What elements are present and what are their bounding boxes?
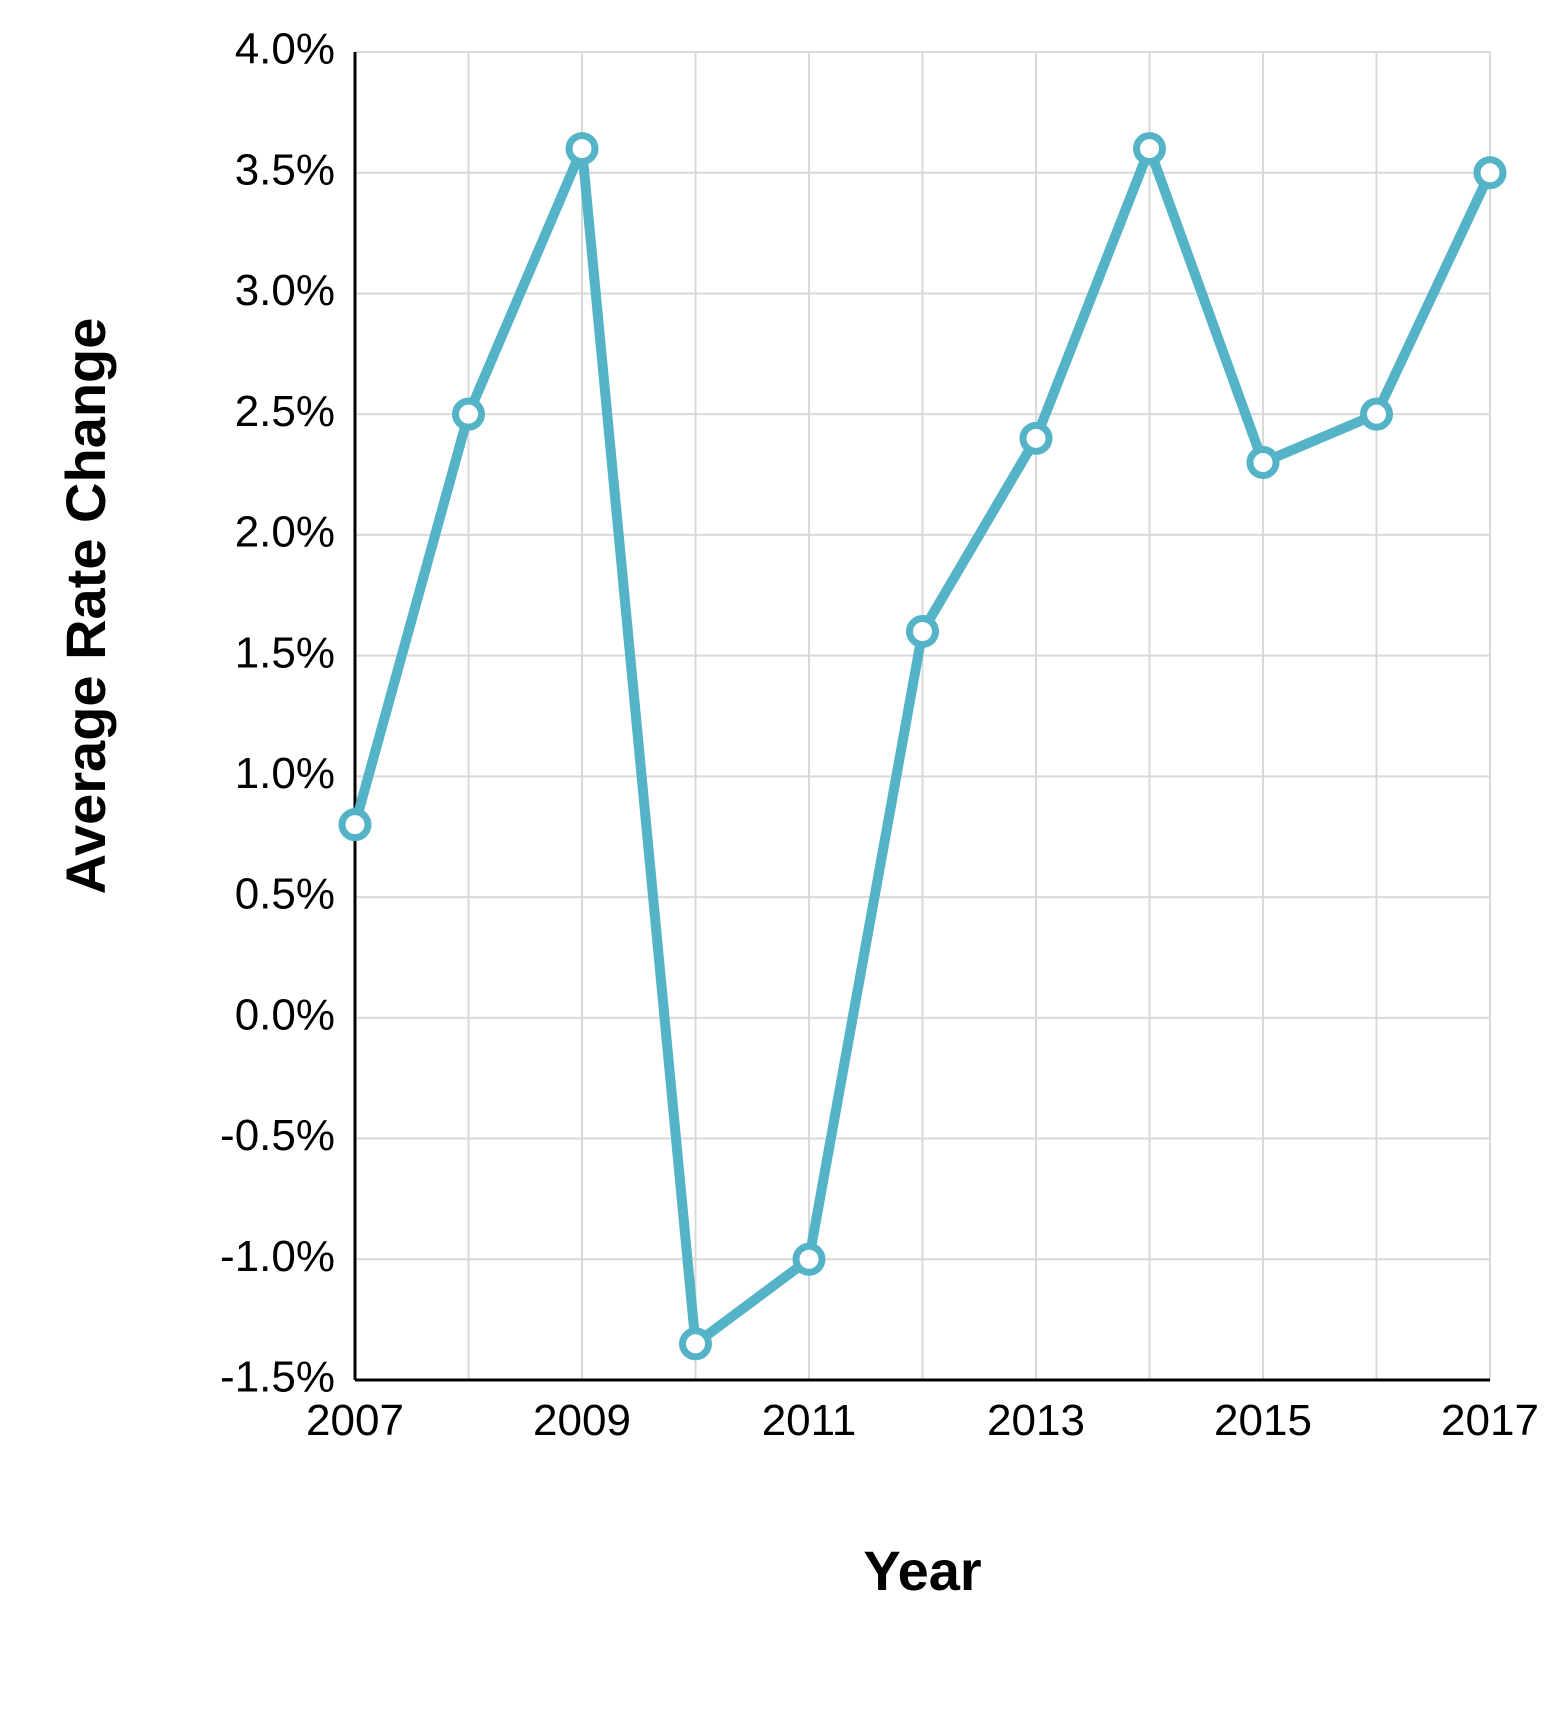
- series-marker: [1364, 401, 1390, 427]
- y-tick-label: -1.5%: [220, 1353, 335, 1402]
- y-tick-label: 1.5%: [235, 628, 335, 677]
- y-axis-title: Average Rate Change: [54, 318, 117, 895]
- y-tick-label: 4.0%: [235, 25, 335, 74]
- y-tick-label: -1.0%: [220, 1232, 335, 1281]
- series-marker: [1137, 136, 1163, 162]
- y-tick-label: 1.0%: [235, 749, 335, 798]
- series-marker: [910, 618, 936, 644]
- series-marker: [456, 401, 482, 427]
- series-marker: [683, 1331, 709, 1357]
- series-marker: [569, 136, 595, 162]
- chart-svg: -1.5% -1.0% -0.5% 0.0% 0.5% 1.0% 1.5% 2.0% 2.5% 3…: [0, 0, 1563, 1736]
- x-tick-label: 2017: [1441, 1396, 1539, 1445]
- y-tick-label: 3.5%: [235, 145, 335, 194]
- y-tick-label: 0.5%: [235, 870, 335, 919]
- series-marker: [796, 1246, 822, 1272]
- y-tick-label: 0.0%: [235, 990, 335, 1039]
- x-tick-label: 2009: [533, 1396, 631, 1445]
- x-tick-label: 2007: [306, 1396, 404, 1445]
- y-tick-label: 3.0%: [235, 266, 335, 315]
- series-marker: [1477, 160, 1503, 186]
- y-tick-label: -0.5%: [220, 1111, 335, 1160]
- x-tick-label: 2015: [1214, 1396, 1312, 1445]
- y-tick-label: 2.0%: [235, 508, 335, 557]
- line-chart: -1.5% -1.0% -0.5% 0.0% 0.5% 1.0% 1.5% 2.0% 2.5% 3…: [0, 0, 1563, 1736]
- series-marker: [1250, 449, 1276, 475]
- x-tick-label: 2011: [762, 1396, 857, 1445]
- x-tick-label: 2013: [987, 1396, 1085, 1445]
- x-axis-title: Year: [863, 1539, 981, 1602]
- series-marker: [342, 812, 368, 838]
- series-marker: [1023, 425, 1049, 451]
- y-tick-label: 2.5%: [235, 387, 335, 436]
